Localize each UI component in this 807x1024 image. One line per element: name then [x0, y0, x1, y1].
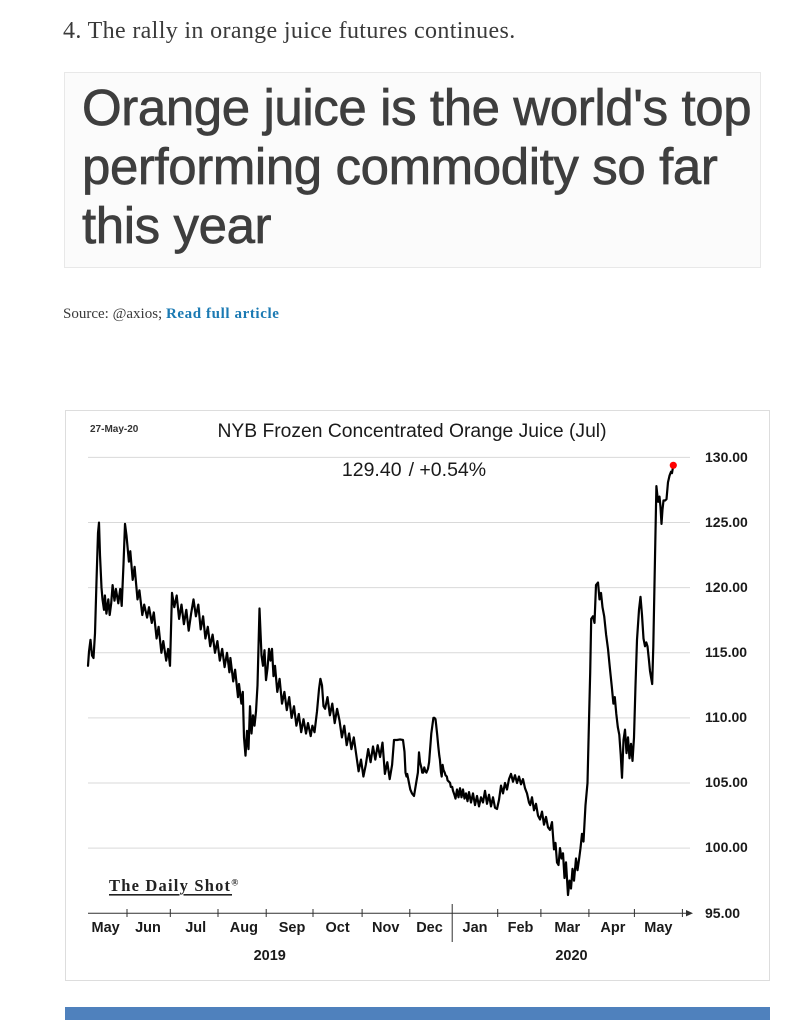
svg-text:May: May	[91, 920, 119, 936]
svg-text:129.40 / +0.54%: 129.40 / +0.54%	[342, 459, 486, 481]
svg-text:Jul: Jul	[185, 920, 206, 936]
svg-text:120.00: 120.00	[705, 579, 748, 595]
svg-text:Sep: Sep	[279, 920, 306, 936]
svg-text:Feb: Feb	[508, 920, 534, 936]
svg-text:105.00: 105.00	[705, 774, 748, 790]
svg-text:Dec: Dec	[416, 920, 443, 936]
svg-text:May: May	[644, 920, 672, 936]
svg-text:27-May-20: 27-May-20	[90, 424, 139, 435]
svg-text:Mar: Mar	[554, 920, 580, 936]
svg-text:125.00: 125.00	[705, 514, 748, 530]
svg-text:Jun: Jun	[135, 920, 161, 936]
svg-text:Aug: Aug	[230, 920, 258, 936]
svg-text:NYB Frozen Concentrated Orange: NYB Frozen Concentrated Orange Juice (Ju…	[217, 421, 606, 442]
svg-text:115.00: 115.00	[705, 644, 747, 660]
svg-text:100.00: 100.00	[705, 839, 748, 855]
svg-text:Nov: Nov	[372, 920, 399, 936]
svg-text:Oct: Oct	[326, 920, 350, 936]
svg-text:95.00: 95.00	[705, 905, 740, 921]
svg-text:110.00: 110.00	[705, 709, 747, 725]
svg-text:2019: 2019	[254, 948, 286, 964]
svg-text:Apr: Apr	[600, 920, 625, 936]
svg-text:Jan: Jan	[463, 920, 488, 936]
svg-text:130.00: 130.00	[705, 449, 748, 465]
svg-text:The Daily Shot®: The Daily Shot®	[109, 876, 238, 895]
svg-text:2020: 2020	[555, 948, 587, 964]
